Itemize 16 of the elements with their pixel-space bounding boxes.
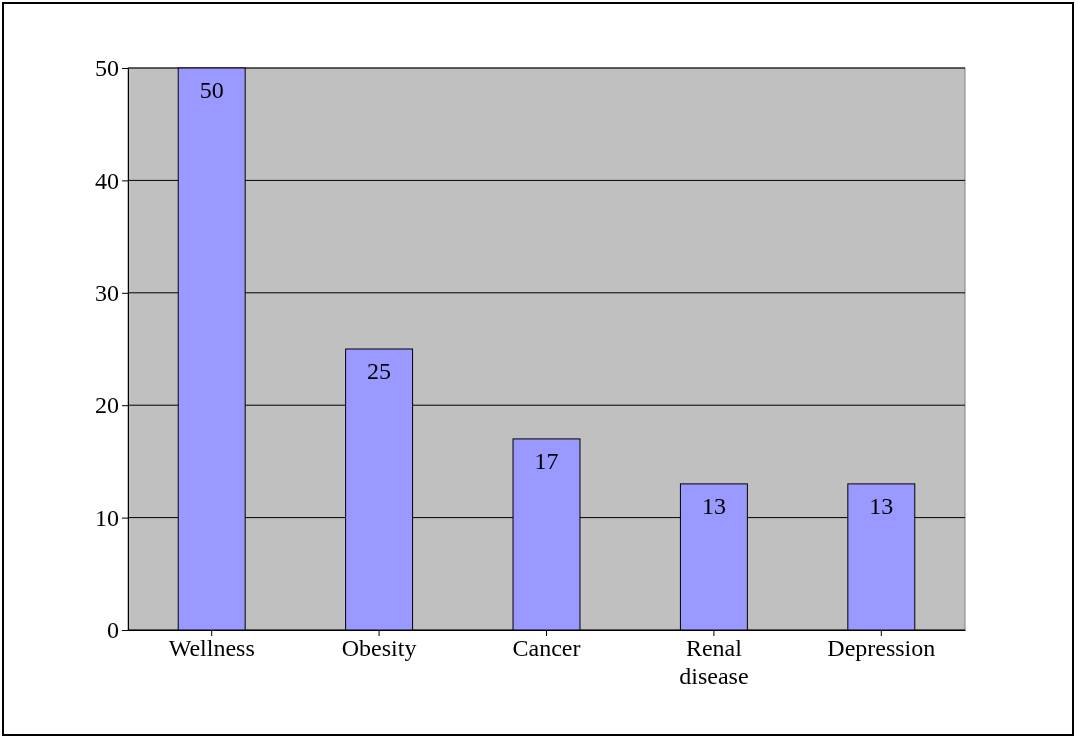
y-tick-label: 0 [107,617,119,644]
data-label: 13 [869,492,894,519]
data-label: 25 [367,358,392,384]
x-tick-label: Wellness [168,635,255,662]
data-label: 13 [701,492,726,519]
data-label: 17 [534,447,559,474]
x-tick-label: Obesity [341,635,417,662]
x-tick-label: Depression [827,635,936,662]
y-tick-label: 20 [95,392,119,419]
x-tick-label: Renal disease [679,635,749,689]
x-tick-label: Cancer [512,635,581,662]
y-tick-label: 50 [95,55,119,82]
y-tick-label: 40 [95,167,119,194]
data-label: 50 [199,77,224,103]
y-tick-label: 30 [95,279,119,306]
y-tick-label: 10 [95,504,119,531]
